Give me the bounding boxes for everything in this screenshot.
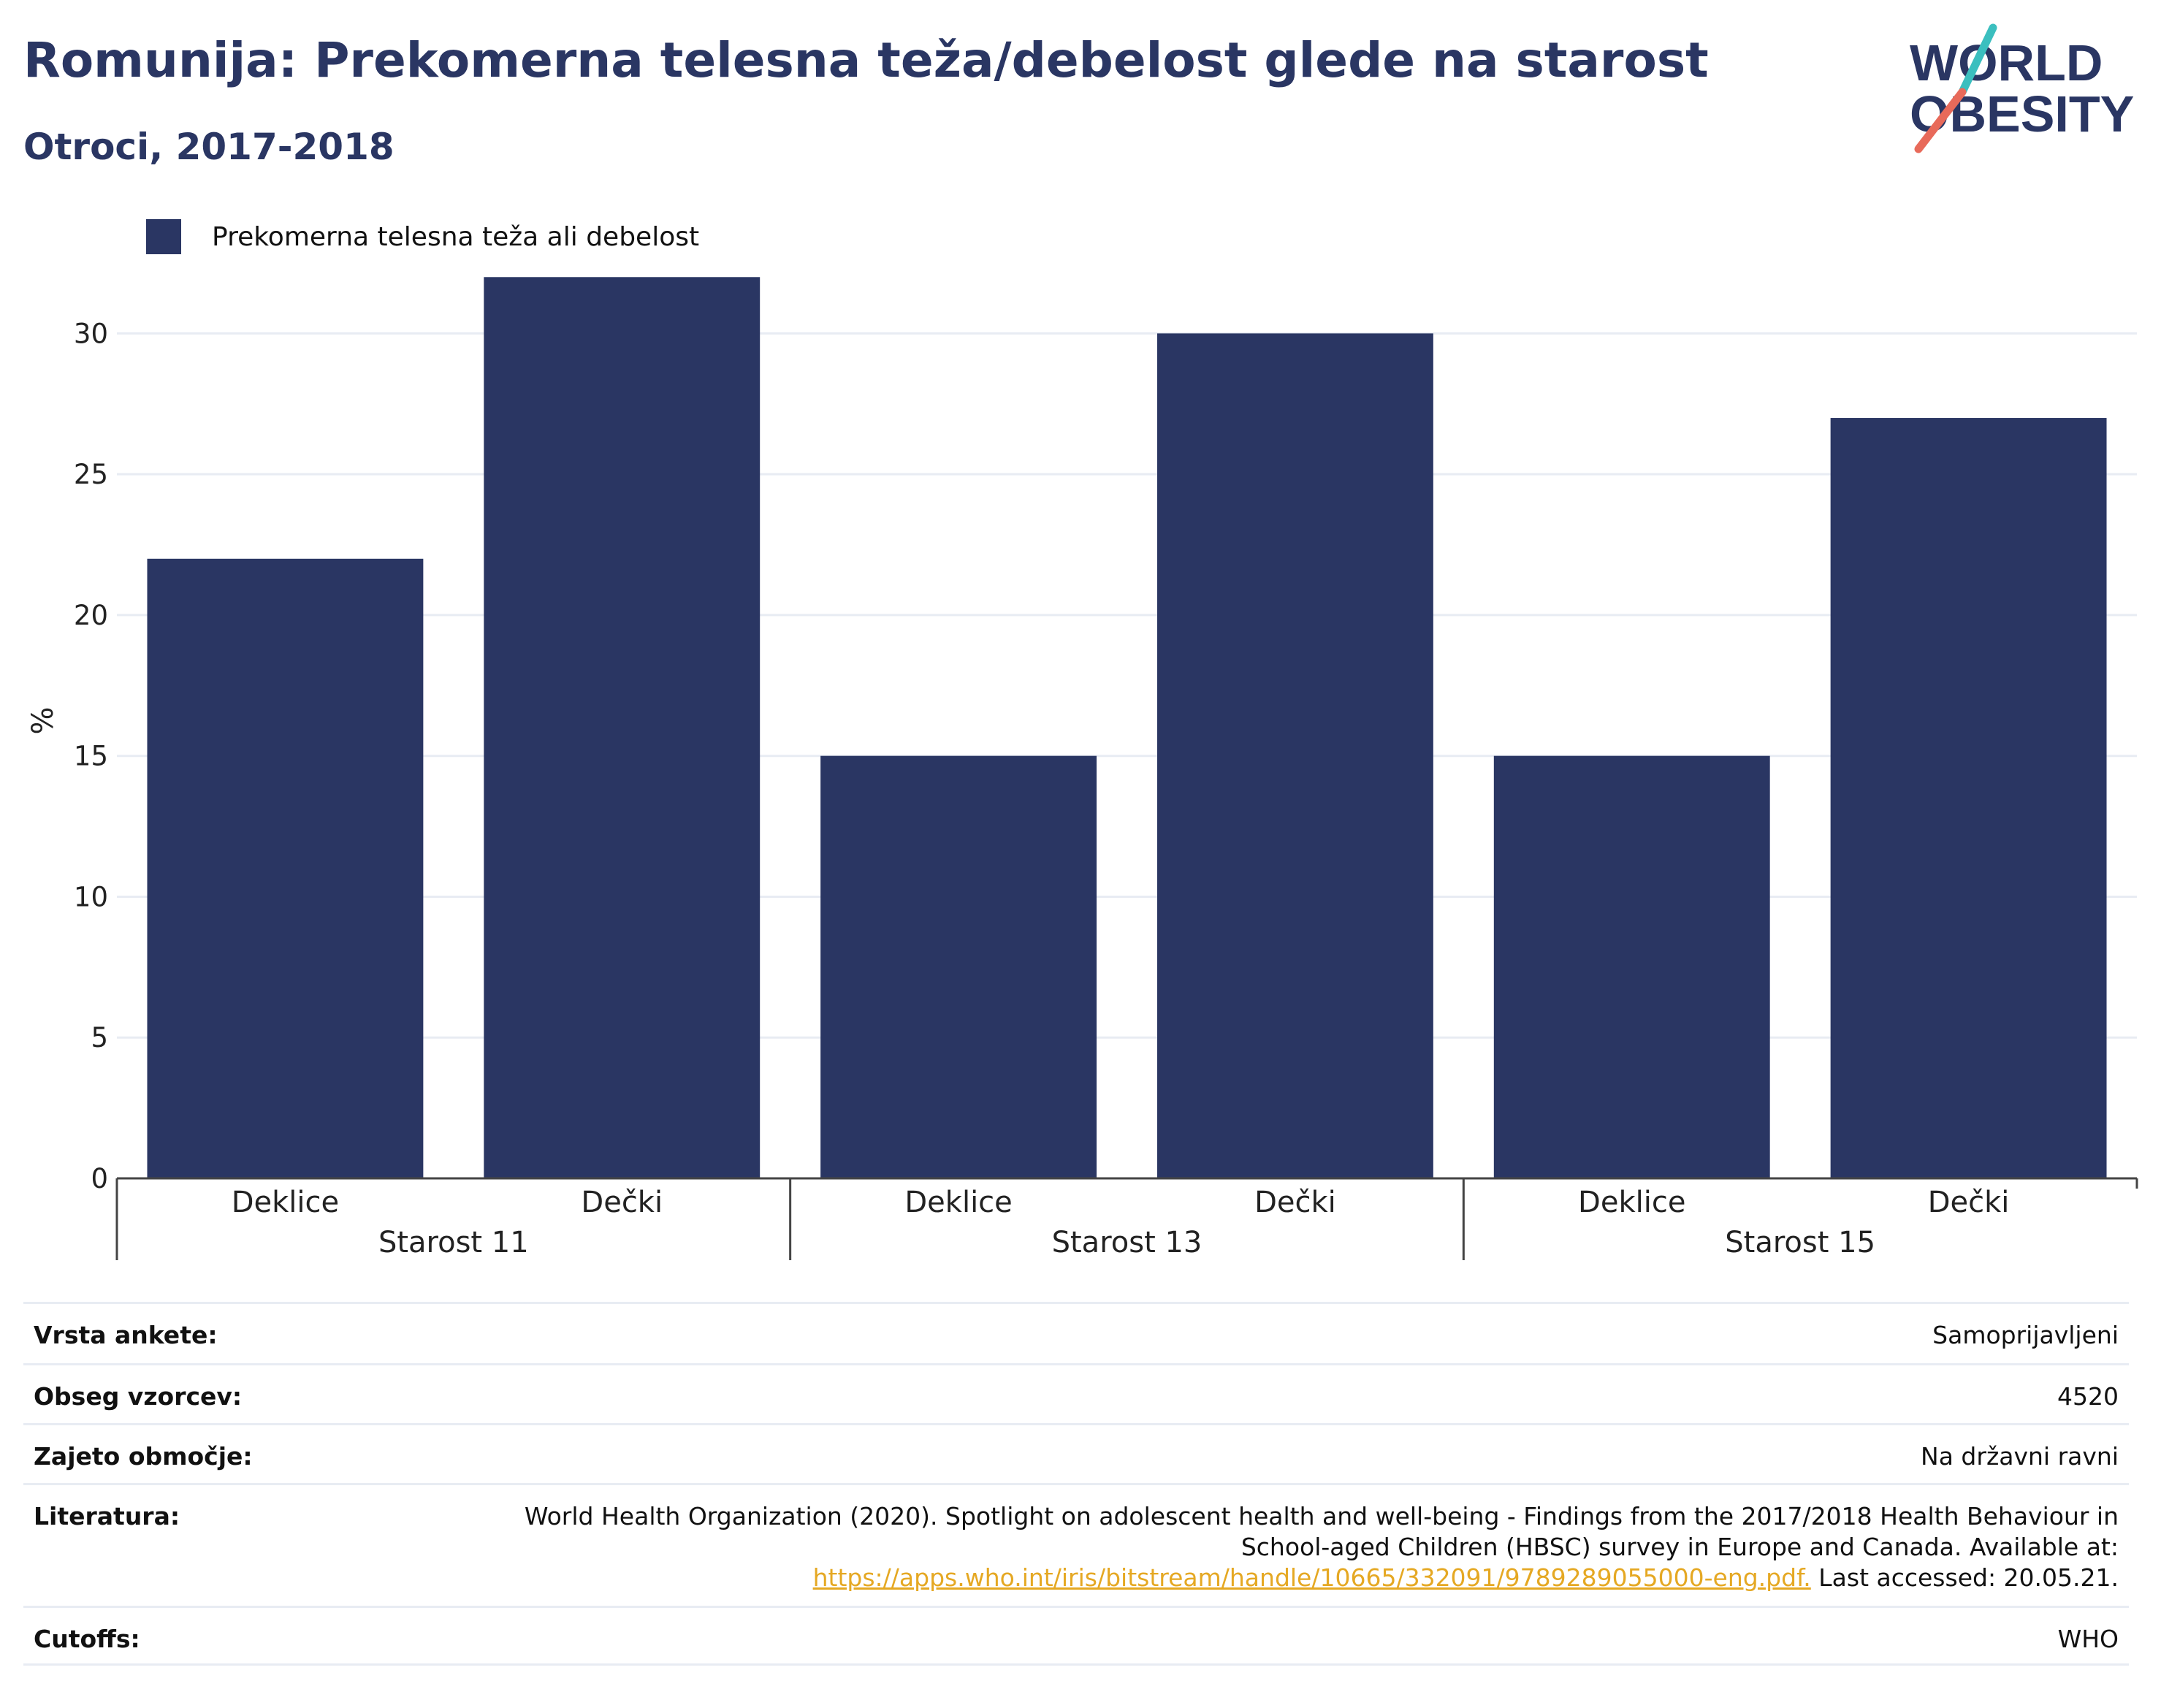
meta-label: Literatura: bbox=[34, 1502, 180, 1530]
y-tick-label: 30 bbox=[74, 318, 108, 349]
citation-line-2: School-aged Children (HBSC) survey in Eu… bbox=[1240, 1533, 2119, 1561]
gridlines bbox=[117, 332, 2137, 1039]
y-tick-label: 10 bbox=[74, 881, 108, 912]
meta-value: Na državni ravni bbox=[1921, 1442, 2119, 1471]
citation-suffix: Last accessed: 20.05.21. bbox=[1810, 1563, 2119, 1592]
bar-chart: 0 5 10 15 20 25 30% Deklice Dečki Starost 11 Dekli… bbox=[26, 277, 2138, 1260]
chart-title: Romunija: Prekomerna telesna teža/debelo… bbox=[23, 32, 1709, 88]
x-category-label: Dečki bbox=[1254, 1186, 1336, 1219]
citation-line-1: World Health Organization (2020). Spotli… bbox=[524, 1502, 2119, 1530]
meta-value: WHO bbox=[2057, 1625, 2119, 1653]
chart-subtitle: Otroci, 2017-2018 bbox=[23, 126, 395, 168]
bar bbox=[484, 277, 761, 1179]
y-tick-label: 20 bbox=[74, 600, 108, 631]
legend-label: Prekomerna telesna teža ali debelost bbox=[212, 221, 700, 252]
x-category-label: Deklice bbox=[1578, 1186, 1685, 1219]
bar bbox=[1830, 418, 2107, 1178]
meta-label: Cutoffs: bbox=[34, 1625, 140, 1653]
meta-row-literature: Literatura: World Health Organization (2… bbox=[23, 1483, 2129, 1606]
meta-row-cutoffs: Cutoffs: WHO bbox=[23, 1606, 2129, 1666]
meta-label: Vrsta ankete: bbox=[34, 1321, 218, 1349]
meta-label: Zajeto območje: bbox=[34, 1442, 253, 1471]
bar bbox=[147, 558, 424, 1178]
logo-slash-coral bbox=[1914, 88, 1967, 153]
y-tick-label: 5 bbox=[91, 1022, 108, 1053]
logo-slash-teal bbox=[1958, 23, 1997, 96]
legend[interactable]: Prekomerna telesna teža ali debelost bbox=[146, 218, 699, 256]
meta-row-sample-size: Obseg vzorcev: 4520 bbox=[23, 1363, 2129, 1423]
meta-row-survey-type: Vrsta ankete: Samoprijavljeni bbox=[23, 1302, 2129, 1363]
y-tick-label: 0 bbox=[91, 1163, 108, 1194]
metadata-table: Vrsta ankete: Samoprijavljeni Obseg vzor… bbox=[23, 1302, 2129, 1666]
x-category-label: Dečki bbox=[1928, 1186, 2010, 1219]
y-tick-label: 15 bbox=[74, 741, 108, 772]
legend-swatch bbox=[146, 219, 181, 254]
meta-value: 4520 bbox=[2057, 1382, 2119, 1411]
y-tick-label: 25 bbox=[74, 459, 108, 490]
x-category-label: Deklice bbox=[904, 1186, 1012, 1219]
x-group-label: Starost 11 bbox=[378, 1226, 529, 1259]
logo-text-world: WORLD bbox=[1910, 34, 2103, 91]
meta-label: Obseg vzorcev: bbox=[34, 1382, 243, 1411]
y-axis-label: % bbox=[26, 706, 60, 734]
world-obesity-logo: WORLD OBESITY bbox=[1910, 23, 2134, 153]
x-group-label: Starost 15 bbox=[1725, 1226, 1875, 1259]
bar bbox=[820, 755, 1097, 1178]
x-category-label: Dečki bbox=[581, 1186, 663, 1219]
citation-link[interactable]: https://apps.who.int/iris/bitstream/hand… bbox=[812, 1563, 1811, 1592]
x-group-label: Starost 13 bbox=[1052, 1226, 1203, 1259]
meta-value: Samoprijavljeni bbox=[1932, 1321, 2119, 1349]
bars bbox=[147, 277, 2107, 1179]
bar bbox=[1493, 755, 1770, 1178]
x-category-label: Deklice bbox=[232, 1186, 339, 1219]
literature-citation: World Health Organization (2020). Spotli… bbox=[525, 1501, 2119, 1593]
axes: 0 5 10 15 20 25 30% Deklice Dečki Starost 11 Dekli… bbox=[26, 318, 2138, 1260]
meta-row-coverage: Zajeto območje: Na državni ravni bbox=[23, 1423, 2129, 1483]
bar bbox=[1156, 333, 1433, 1178]
